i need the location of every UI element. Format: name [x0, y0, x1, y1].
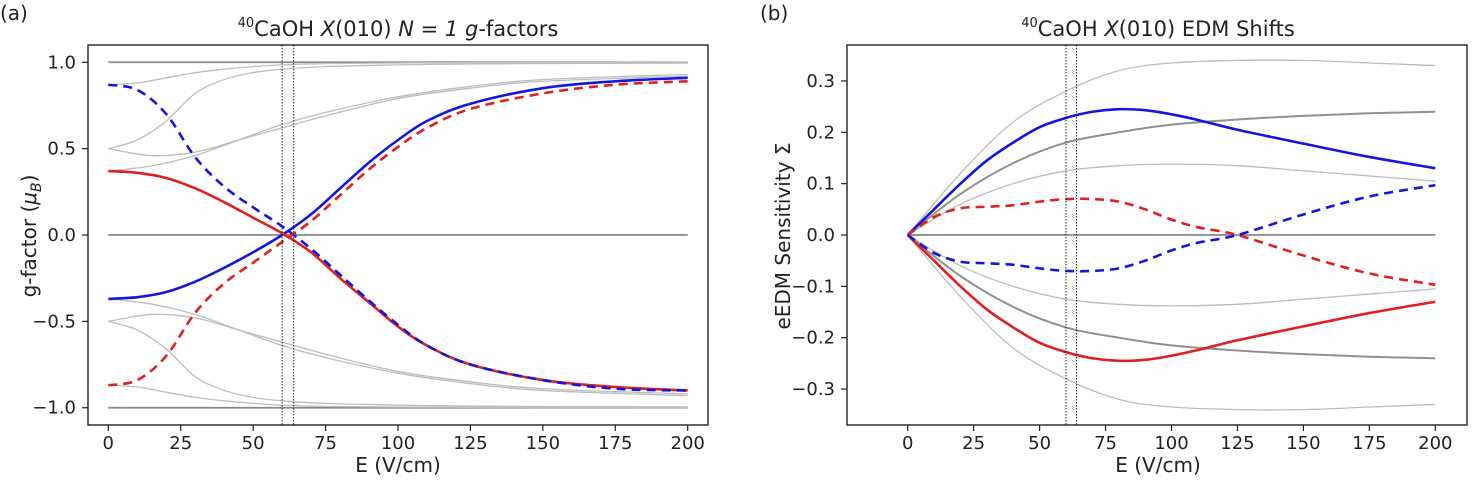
panel-b-xtick-label: 100: [1154, 433, 1188, 454]
panel-b-label: (b): [760, 1, 788, 25]
panel-a-ylabel-main: g-factor (: [17, 205, 41, 298]
panel-a-series-gray-dn-b: [108, 320, 688, 408]
panel-a-title-superscript: 40: [238, 16, 255, 31]
panel-b-xtick-label: 175: [1352, 433, 1386, 454]
panel-a-ytick-label: 1.0: [47, 52, 76, 73]
panel-b-title-state-rest: (010): [1119, 17, 1175, 41]
panel-a-ylabel-close: ): [17, 175, 41, 183]
panel-a-xtick-label: 0: [103, 433, 114, 454]
panel-a-xtick-label: 100: [381, 433, 415, 454]
panel-a-ytick-label: 0.5: [47, 139, 76, 160]
panel-b-title-molecule: CaOH: [1038, 17, 1098, 41]
panel-a-ylabel-mu: μ: [17, 192, 41, 206]
panel-a-frame: [87, 44, 709, 426]
panel-a-xtick-label: 150: [526, 433, 560, 454]
panel-a-ytick-label: −1.0: [32, 398, 76, 419]
panel-b: (b) 40CaOH X(010) EDM Shifts 0 25 50 75 100 1…: [760, 1, 1468, 477]
panel-a-title-tail: N = 1: [398, 17, 465, 41]
panel-b-ytick-label: −0.1: [791, 276, 835, 297]
panel-a-title-tail-end: -factors: [478, 17, 558, 41]
panel-b-ytick-label: 0.0: [806, 225, 835, 246]
panel-a-series-gray-up-d: [108, 73, 688, 172]
panel-a-series-gray-dn-a: [108, 384, 688, 409]
panel-a: (a) 40CaOH X(010) N = 1 g-factors 0 25 50 7…: [0, 1, 709, 477]
panel-b-series-gray-mid-up: [907, 163, 1436, 236]
panel-b-series-gray-bottom: [907, 234, 1436, 411]
panel-a-xtick-label: 200: [671, 433, 705, 454]
panel-b-ytick-label: 0.3: [806, 71, 835, 92]
panel-a-title: 40CaOH X(010) N = 1 g-factors: [238, 16, 559, 41]
panel-a-ytick-label: −0.5: [32, 311, 76, 332]
panel-b-ticks: 0 25 50 75 100 125 150 175 200 −0.3 −0.2 −0.1 0.0 0.1…: [791, 71, 1452, 454]
panel-b-title-tail: EDM Shifts: [1182, 17, 1295, 41]
panel-b-frame: [846, 44, 1468, 426]
panel-a-series-gray-dn-d: [108, 298, 688, 397]
panel-a-series-gray-dn-c: [108, 313, 688, 395]
panel-b-ylabel: eEDM Sensitivity Σ: [771, 142, 795, 329]
panel-a-title-state-letter: X: [320, 17, 336, 41]
panel-b-xlabel: E (V/cm): [1115, 453, 1201, 477]
panel-b-series-blue-dashed: [906, 183, 1436, 273]
panel-b-ytick-label: −0.3: [791, 379, 835, 400]
panel-a-label: (a): [0, 1, 28, 25]
panel-a-xtick-label: 25: [169, 433, 192, 454]
panel-b-xtick-label: 200: [1418, 433, 1452, 454]
panel-a-title-tail-italic: g: [465, 17, 478, 41]
panel-b-ytick-label: −0.2: [791, 328, 835, 349]
panel-b-title-state-letter: X: [1103, 17, 1119, 41]
panel-a-xtick-label: 75: [314, 433, 337, 454]
panel-b-ytick-label: 0.2: [806, 122, 835, 143]
panel-b-series-red-solid: [906, 234, 1436, 363]
panel-b-xtick-label: 150: [1286, 433, 1320, 454]
panel-b-series-gray-thick-up: [907, 110, 1436, 236]
panel-b-marks: [906, 45, 1436, 425]
panel-a-series-blue-solid: [108, 76, 688, 301]
panel-a-marks: [108, 45, 688, 425]
panel-b-series-gray-top: [907, 59, 1436, 236]
panel-a-series-gray-up-b: [108, 62, 688, 150]
panel-a-series-red-dashed: [108, 79, 688, 387]
panel-a-xtick-label: 175: [598, 433, 632, 454]
panel-a-ylabel-sub: B: [29, 182, 45, 192]
panel-b-series-gray-thick-dn: [907, 234, 1436, 360]
panel-b-title-superscript: 40: [1021, 16, 1038, 31]
panel-b-xtick-label: 75: [1094, 433, 1117, 454]
panel-a-series-red-solid: [108, 169, 688, 392]
panel-a-series-gray-up-c: [108, 75, 688, 157]
panel-a-xlabel: E (V/cm): [355, 453, 441, 477]
panel-a-xtick-label: 125: [453, 433, 487, 454]
panel-b-xtick-label: 50: [1028, 433, 1051, 454]
panel-a-series-blue-dashed: [108, 83, 688, 392]
panel-b-ylabel-main: eEDM Sensitivity Σ: [771, 142, 795, 329]
panel-a-series-gray-up-a: [108, 61, 688, 86]
panel-a-title-molecule: CaOH: [254, 17, 314, 41]
panel-b-xtick-label: 125: [1220, 433, 1254, 454]
panel-a-ticks: 0 25 50 75 100 125 150 175 200 −1.0 −0.5 0.0 0.5 1.0: [32, 52, 705, 454]
panel-b-xtick-label: 0: [902, 433, 913, 454]
panel-a-xtick-label: 50: [242, 433, 265, 454]
panel-b-ytick-label: 0.1: [806, 174, 835, 195]
panel-b-series-gray-mid-dn: [907, 234, 1436, 307]
panel-b-series-blue-solid: [906, 107, 1436, 236]
panel-a-ylabel: g-factor (μB): [17, 175, 45, 298]
panel-a-ytick-label: 0.0: [47, 225, 76, 246]
panel-b-xtick-label: 25: [962, 433, 985, 454]
panel-a-title-state-rest: (010): [335, 17, 391, 41]
panel-b-title: 40CaOH X(010) EDM Shifts: [1021, 16, 1295, 41]
panel-b-series-red-dashed: [906, 197, 1436, 287]
